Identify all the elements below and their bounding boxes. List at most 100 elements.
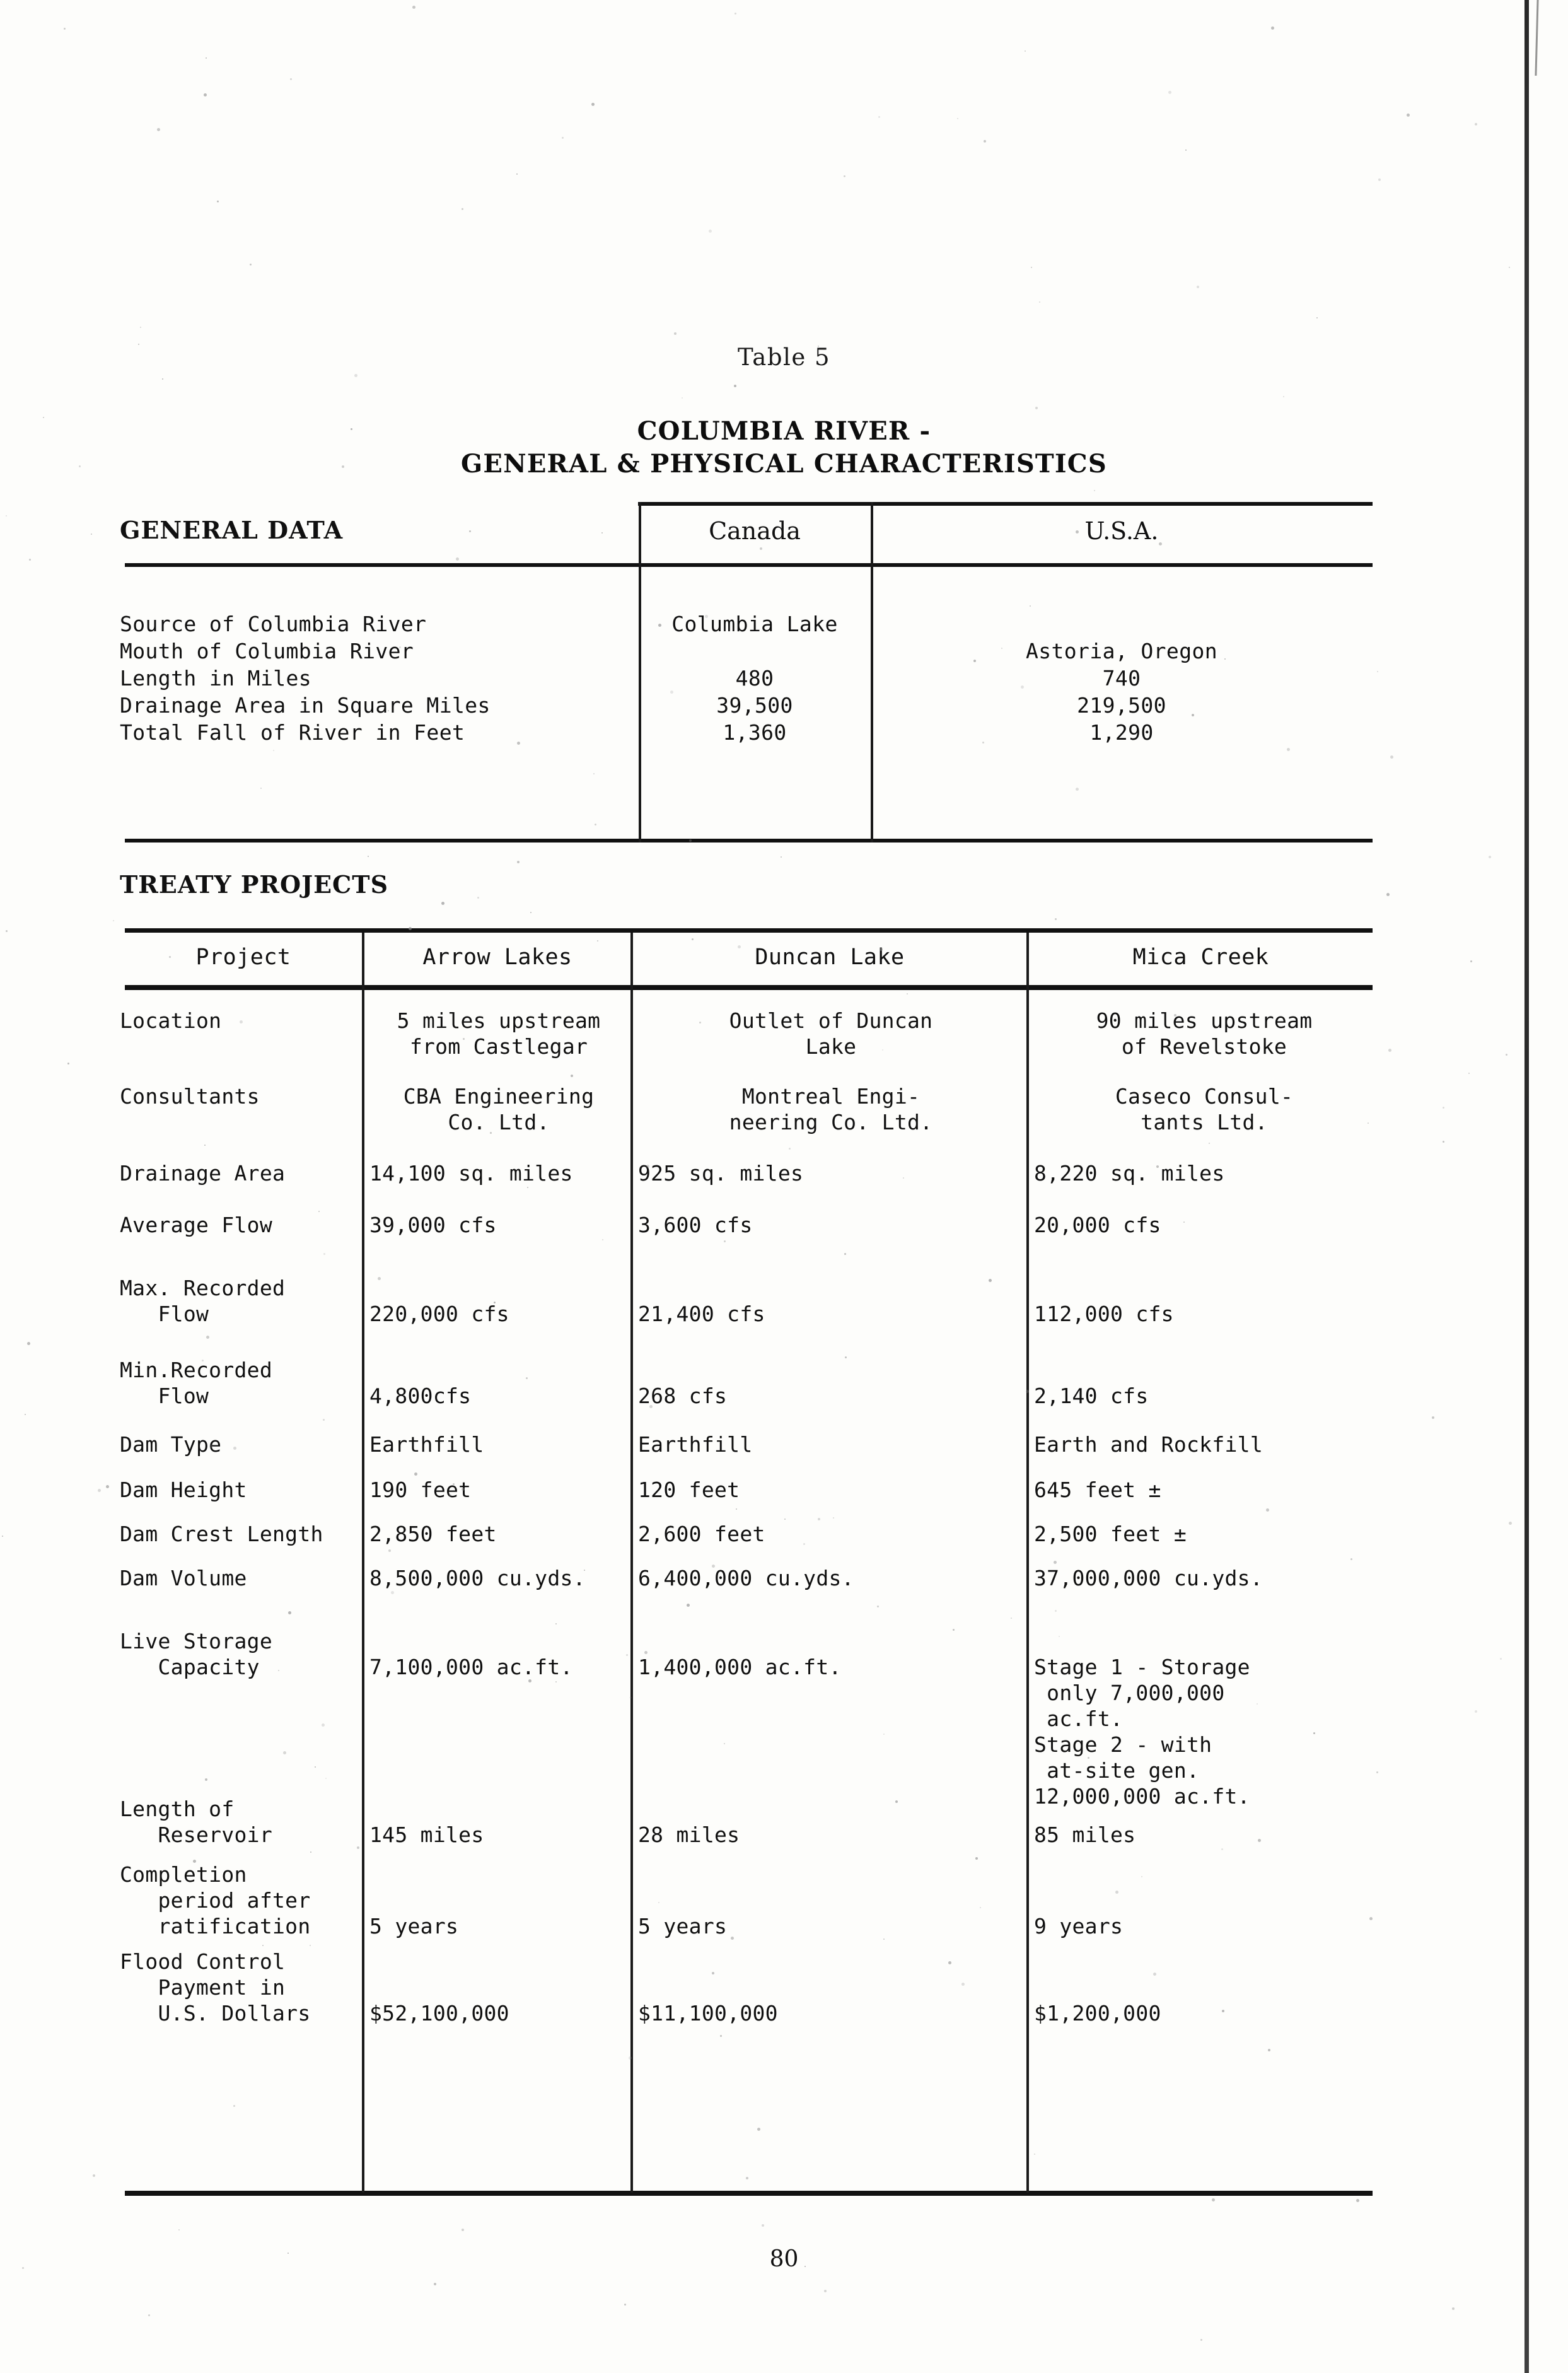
scan-speck [1356, 2199, 1359, 2202]
scan-speck [453, 1483, 455, 1485]
scan-speck [724, 1743, 725, 1744]
treaty-rule-bottom [125, 2191, 1373, 2196]
scan-speck [233, 2105, 235, 2107]
scan-speck [1168, 91, 1171, 94]
scan-speck [878, 116, 880, 118]
scan-speck [1039, 301, 1040, 303]
scan-speck [1030, 605, 1031, 607]
scan-speck [517, 742, 520, 745]
cell-canada: Columbia Lake [671, 612, 838, 636]
scan-speck [689, 839, 692, 842]
scan-speck [456, 557, 459, 561]
cell-mica-creek: 20,000 cfs [1034, 1213, 1161, 1237]
scan-speck [260, 788, 262, 789]
scan-speck [658, 624, 661, 627]
scan-speck [169, 956, 171, 958]
scan-speck [760, 547, 762, 550]
cell-mica-creek: 9 years [1034, 1914, 1124, 1939]
scan-speck [98, 1489, 101, 1492]
scan-speck [288, 1611, 291, 1614]
scan-speck [803, 1543, 805, 1545]
cell-mica-creek: Earth and Rockfill [1034, 1432, 1263, 1457]
scan-speck [1025, 50, 1026, 52]
scan-speck [1271, 26, 1274, 30]
scan-speck [409, 927, 412, 930]
cell-arrow-lakes: 8,500,000 cu.yds. [369, 1566, 586, 1590]
scan-speck [1174, 1014, 1176, 1017]
scan-speck [903, 1177, 904, 1179]
cell-duncan-lake: 28 miles [638, 1822, 740, 1847]
cell-mica-creek: 90 miles upstream of Revelstoke [1096, 1008, 1313, 1059]
scan-speck [79, 465, 81, 467]
row-label: Length of Reservoir [120, 1797, 273, 1847]
scan-speck [1059, 1636, 1060, 1637]
scan-speck [670, 691, 673, 694]
general-data-column-header-usa: U.S.A. [1084, 517, 1159, 545]
scan-speck [1475, 1710, 1477, 1713]
scan-speck [1283, 396, 1284, 397]
scan-speck [1055, 1610, 1057, 1612]
scan-speck [1183, 1221, 1185, 1223]
cell-arrow-lakes: 5 years [369, 1914, 459, 1939]
row-label: Source of Columbia River [120, 612, 427, 636]
scan-speck [1076, 788, 1079, 791]
scan-speck [1316, 317, 1318, 318]
scan-speck [724, 1240, 726, 1242]
scan-speck [948, 1961, 951, 1964]
scan-speck [953, 1629, 955, 1631]
treaty-divider-2 [630, 933, 633, 2193]
scan-speck [1200, 2339, 1202, 2341]
scan-speck [434, 2283, 436, 2285]
row-label: Average Flow [120, 1213, 273, 1237]
scan-speck [250, 264, 252, 265]
cell-arrow-lakes: 14,100 sq. miles [369, 1161, 573, 1186]
scan-speck [494, 1302, 496, 1303]
scan-speck [323, 1419, 325, 1421]
scan-speck [736, 1508, 737, 1510]
scan-speck [25, 1414, 26, 1415]
scan-speck [833, 1517, 834, 1519]
treaty-divider-1 [362, 933, 364, 2193]
scan-speck [584, 1570, 585, 1571]
scan-speck [1221, 1848, 1223, 1850]
cell-duncan-lake: 3,600 cfs [638, 1213, 753, 1237]
scan-speck [202, 1360, 204, 1361]
scan-speck [844, 1253, 846, 1255]
scan-speck [705, 615, 708, 618]
scan-speck [1088, 1757, 1089, 1759]
scan-speck [323, 1253, 325, 1255]
scan-speck [1159, 542, 1162, 545]
cell-mica-creek: Caseco Consul-tants Ltd. [1115, 1084, 1294, 1134]
scan-speck [204, 1145, 206, 1146]
treaty-rule-header [125, 985, 1373, 990]
scan-speck [1376, 1771, 1378, 1773]
scan-speck [449, 1494, 451, 1496]
scan-speck [687, 1604, 690, 1607]
scan-speck [845, 1356, 847, 1358]
scan-speck [204, 93, 207, 96]
scan-speck [357, 1846, 359, 1849]
scan-speck [1509, 1522, 1512, 1525]
scan-speck [738, 945, 741, 948]
scan-speck [712, 1972, 714, 1974]
cell-mica-creek: 112,000 cfs [1034, 1302, 1174, 1326]
scan-speck [731, 1937, 734, 1940]
scan-speck [287, 2253, 289, 2254]
scan-speck [528, 1679, 531, 1682]
scan-speck [709, 230, 712, 233]
scan-speck [106, 1485, 109, 1488]
general-data-column-header-canada: Canada [709, 517, 801, 545]
scan-speck [351, 428, 352, 430]
scan-speck [1209, 1143, 1210, 1144]
scan-speck [1500, 1658, 1502, 1660]
cell-usa: 740 [1102, 666, 1141, 691]
cell-duncan-lake: 2,600 feet [638, 1522, 765, 1546]
scan-speck [1443, 1141, 1444, 1143]
cell-arrow-lakes: 2,850 feet [369, 1522, 497, 1546]
cell-arrow-lakes: 7,100,000 ac.ft. [369, 1655, 573, 1679]
scan-edge-artifact [1524, 0, 1529, 2373]
scan-speck [43, 417, 44, 418]
cell-arrow-lakes: 4,800cfs [369, 1384, 472, 1408]
scan-speck [527, 1187, 528, 1188]
